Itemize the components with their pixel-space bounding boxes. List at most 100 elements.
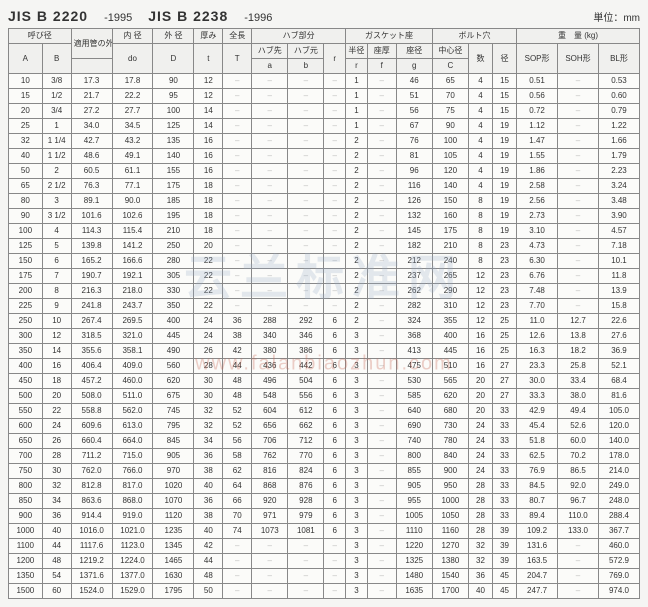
cell: 1540	[432, 569, 468, 584]
cell: –	[223, 224, 252, 239]
cell: 1.22	[598, 119, 639, 134]
cell: 26	[42, 434, 71, 449]
cell: 33	[493, 419, 517, 434]
cell: 10	[9, 74, 43, 89]
table-row: 55022558.8562.0745325260461263–640680203…	[9, 404, 640, 419]
cell: 675	[153, 389, 194, 404]
cell: –	[558, 209, 599, 224]
cell: 15	[9, 89, 43, 104]
cell: 34.5	[112, 119, 153, 134]
cell: 1.12	[517, 119, 558, 134]
cell: –	[324, 134, 346, 149]
cell: 22.6	[598, 314, 639, 329]
cell: 6	[324, 314, 346, 329]
cell: 2.73	[517, 209, 558, 224]
cell: –	[367, 404, 396, 419]
cell: –	[288, 209, 324, 224]
cell: 6	[324, 509, 346, 524]
cell: 22	[42, 404, 71, 419]
cell: 612	[288, 404, 324, 419]
cell: 16	[194, 164, 223, 179]
cell: –	[288, 164, 324, 179]
cell: 318.5	[71, 329, 112, 344]
cell: –	[558, 269, 599, 284]
cell: –	[223, 539, 252, 554]
cell: 1020	[153, 479, 194, 494]
cell: –	[288, 299, 324, 314]
cell: 2	[346, 149, 368, 164]
cell: 33	[493, 434, 517, 449]
cell: 6	[324, 494, 346, 509]
cell: –	[223, 164, 252, 179]
cell: 76.9	[517, 464, 558, 479]
cell: 1016.0	[71, 524, 112, 539]
table-row: 25010267.4269.5400243628829262–324355122…	[9, 314, 640, 329]
cell: 1.55	[517, 149, 558, 164]
cell: 56	[396, 104, 432, 119]
cell: 77.1	[112, 179, 153, 194]
cell: 4	[468, 119, 492, 134]
cell: 65	[9, 179, 43, 194]
cell: 795	[153, 419, 194, 434]
cell: 25.8	[558, 359, 599, 374]
cell: –	[223, 269, 252, 284]
cell: 28	[468, 509, 492, 524]
cell: 620	[153, 374, 194, 389]
cell: 762.0	[71, 464, 112, 479]
cell: 214.0	[598, 464, 639, 479]
cell: 7.70	[517, 299, 558, 314]
cell: 95	[153, 89, 194, 104]
cell: 812.8	[71, 479, 112, 494]
cell: 36	[194, 449, 223, 464]
cell: 58	[223, 449, 252, 464]
cell: –	[288, 194, 324, 209]
cell: 330	[153, 284, 194, 299]
cell: –	[367, 284, 396, 299]
col-T: T	[223, 44, 252, 74]
cell: 30	[42, 464, 71, 479]
col-ha: a	[252, 59, 288, 74]
cell: 13.9	[598, 284, 639, 299]
cell: 44	[223, 359, 252, 374]
cell: 40	[194, 524, 223, 539]
cell: 19	[493, 194, 517, 209]
cell: 1524.0	[71, 584, 112, 599]
cell: 1160	[432, 524, 468, 539]
cell: 855	[396, 464, 432, 479]
cell: –	[558, 299, 599, 314]
cell: 38	[194, 509, 223, 524]
cell: 48	[42, 554, 71, 569]
cell: 132	[396, 209, 432, 224]
cell: 6	[324, 524, 346, 539]
cell: 1000	[432, 494, 468, 509]
cell: 40	[194, 479, 223, 494]
table-row: 40016406.4409.0560284443644263–475510162…	[9, 359, 640, 374]
cell: –	[558, 194, 599, 209]
cell: 288	[252, 314, 288, 329]
cell: 2	[346, 254, 368, 269]
cell: –	[252, 254, 288, 269]
cell: 3	[346, 479, 368, 494]
cell: 80	[9, 194, 43, 209]
flange-table: 呼び径 適用管の外径 内 径 外 径 厚み 全長 ハブ部分 ガスケット座 ボルト…	[8, 28, 640, 599]
cell: 0.51	[517, 74, 558, 89]
cell: 89.1	[71, 194, 112, 209]
cell: 105	[432, 149, 468, 164]
col-wt: 重 量 (kg)	[517, 29, 640, 44]
cell: 979	[288, 509, 324, 524]
cell: 3	[346, 434, 368, 449]
cell: –	[223, 74, 252, 89]
cell: 24	[42, 419, 71, 434]
cell: 33	[493, 494, 517, 509]
cell: 27	[493, 374, 517, 389]
cell: 36	[468, 569, 492, 584]
cell: 715.0	[112, 449, 153, 464]
table-row: 65026660.4664.0845345670671263–740780243…	[9, 434, 640, 449]
cell: 52.6	[558, 419, 599, 434]
cell: 620	[432, 389, 468, 404]
cell: –	[367, 464, 396, 479]
cell: –	[252, 104, 288, 119]
cell: 28	[194, 359, 223, 374]
cell: 26	[194, 344, 223, 359]
table-row: 401 1/248.649.114016––––2–811054191.55–1…	[9, 149, 640, 164]
